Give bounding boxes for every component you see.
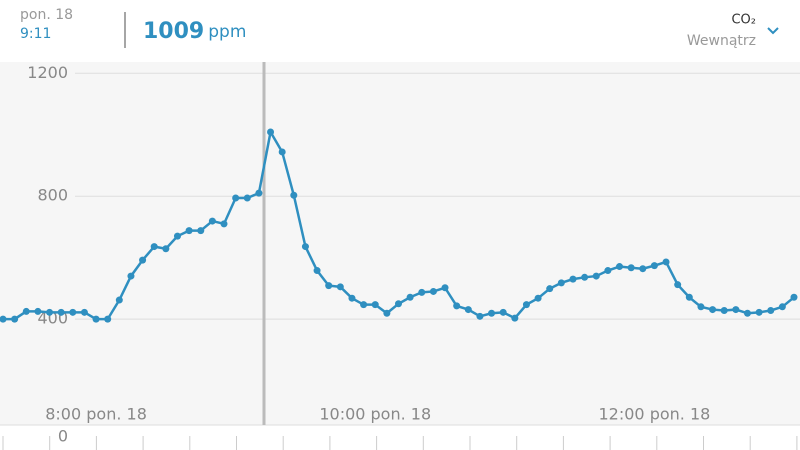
data-point bbox=[522, 301, 530, 309]
data-point bbox=[616, 263, 624, 271]
data-point bbox=[104, 315, 112, 323]
data-point bbox=[69, 308, 77, 316]
x-tick-label: 12:00 pon. 18 bbox=[599, 405, 711, 424]
data-point bbox=[755, 308, 763, 316]
data-point bbox=[627, 264, 635, 272]
data-point bbox=[150, 243, 158, 251]
data-point bbox=[232, 194, 240, 202]
data-point bbox=[127, 272, 135, 280]
data-point bbox=[441, 284, 449, 292]
data-point bbox=[348, 294, 356, 302]
data-point bbox=[406, 293, 414, 301]
data-point bbox=[313, 267, 321, 275]
data-point bbox=[162, 245, 170, 253]
data-point bbox=[0, 315, 7, 323]
value: 1009 bbox=[143, 19, 204, 44]
data-point bbox=[139, 256, 147, 264]
data-point bbox=[395, 300, 402, 308]
x-tick-label: 10:00 pon. 18 bbox=[319, 405, 431, 424]
data-point bbox=[325, 282, 333, 290]
data-point bbox=[453, 302, 461, 310]
data-point bbox=[709, 306, 717, 314]
data-point bbox=[511, 314, 519, 322]
data-point bbox=[557, 279, 565, 287]
y-tick-label: 800 bbox=[37, 186, 68, 205]
data-point bbox=[662, 258, 670, 266]
data-point bbox=[534, 294, 542, 302]
data-point bbox=[767, 306, 775, 314]
data-point bbox=[650, 262, 658, 270]
data-point bbox=[278, 148, 286, 156]
data-point bbox=[418, 288, 426, 296]
unit: ppm bbox=[208, 22, 246, 42]
data-point bbox=[592, 272, 600, 280]
data-point bbox=[92, 315, 100, 323]
data-point bbox=[290, 191, 298, 199]
data-point bbox=[208, 217, 216, 225]
header-date: pon. 18 bbox=[20, 7, 73, 23]
data-point bbox=[546, 285, 554, 293]
data-point bbox=[360, 301, 368, 309]
data-point bbox=[57, 308, 65, 316]
data-point bbox=[429, 287, 437, 295]
data-point bbox=[80, 308, 88, 316]
data-point bbox=[790, 293, 798, 301]
data-point bbox=[581, 273, 589, 281]
x-tick-label: 8:00 pon. 18 bbox=[45, 405, 147, 424]
data-point bbox=[46, 308, 54, 316]
header-time: 9:11 bbox=[20, 26, 51, 42]
data-point bbox=[778, 303, 786, 311]
data-point bbox=[499, 308, 507, 316]
location[interactable]: Wewnątrz bbox=[687, 33, 756, 49]
data-point bbox=[476, 312, 484, 320]
data-point bbox=[336, 283, 344, 291]
data-point bbox=[569, 275, 577, 283]
y-tick-label: 0 bbox=[58, 427, 68, 446]
data-point bbox=[173, 232, 181, 240]
data-point bbox=[371, 301, 379, 309]
data-point bbox=[685, 293, 693, 301]
measure[interactable]: CO₂ bbox=[731, 13, 756, 28]
header-value: 1009 ppm bbox=[143, 19, 246, 44]
data-point bbox=[697, 303, 705, 311]
data-point bbox=[11, 315, 19, 323]
data-point bbox=[197, 227, 205, 235]
data-point bbox=[255, 189, 263, 197]
data-point bbox=[220, 220, 228, 228]
data-point bbox=[115, 296, 123, 304]
dropdown-arrow[interactable] bbox=[767, 27, 779, 35]
data-point bbox=[732, 306, 740, 314]
y-tick-label: 1200 bbox=[27, 63, 68, 82]
data-point bbox=[604, 267, 612, 275]
data-point bbox=[243, 194, 251, 202]
plot-bg bbox=[0, 62, 800, 425]
data-point bbox=[185, 227, 193, 235]
data-point bbox=[488, 309, 496, 317]
data-point bbox=[22, 307, 30, 315]
data-point bbox=[639, 265, 647, 273]
data-point bbox=[301, 243, 309, 251]
data-point bbox=[383, 309, 391, 317]
data-point bbox=[674, 281, 682, 289]
data-point bbox=[464, 306, 472, 314]
data-point bbox=[267, 128, 275, 136]
data-point bbox=[34, 307, 42, 315]
data-point bbox=[720, 306, 728, 314]
data-point bbox=[743, 309, 751, 317]
